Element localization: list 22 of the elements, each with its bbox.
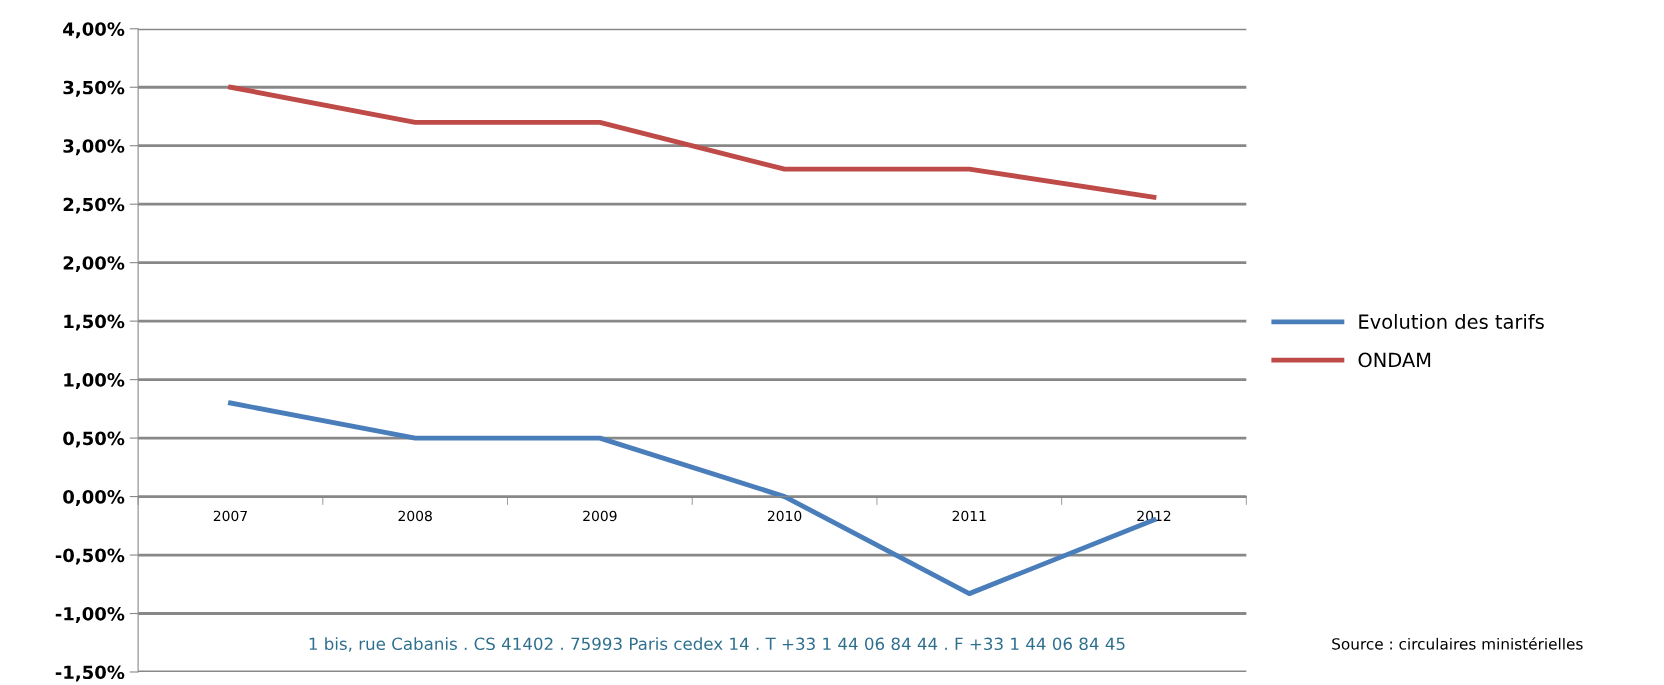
y-tick-label: -0,50% xyxy=(55,548,125,565)
y-tick-label: -1,50% xyxy=(55,665,125,682)
x-tick-label: 2009 xyxy=(583,510,617,522)
y-tick-label: 0,50% xyxy=(63,431,125,448)
y-tick-label: 0,00% xyxy=(63,490,125,506)
legend-label: Evolution des tarifs xyxy=(1359,313,1544,330)
y-tick-label: 4,00% xyxy=(63,22,125,39)
line-series xyxy=(228,84,1157,200)
y-tick-label: 2,00% xyxy=(63,256,125,273)
x-tick-label: 2007 xyxy=(213,510,247,522)
legend-label: ONDAM xyxy=(1358,352,1431,368)
y-tick-label: 1,50% xyxy=(64,314,125,331)
annotation: 1 bis, rue Cabanis . CS 41402 . 75993 Paris cedex 14 . T +33 1 44 06 84 44 . F +33 1 44 06 84 45 xyxy=(309,637,1125,652)
x-tick-label: 2011 xyxy=(952,510,986,522)
y-tick-label: 1,00% xyxy=(64,373,125,390)
x-tick-label: 2010 xyxy=(767,510,802,522)
y-tick-label: -1,00% xyxy=(55,606,125,623)
source-note: Source : circulaires ministérielles xyxy=(1332,637,1583,650)
y-tick-label: 3,50% xyxy=(63,80,125,97)
y-tick-label: 3,00% xyxy=(63,139,125,156)
x-tick-label: 2008 xyxy=(398,510,432,522)
y-tick-label: 2,50% xyxy=(63,197,125,214)
